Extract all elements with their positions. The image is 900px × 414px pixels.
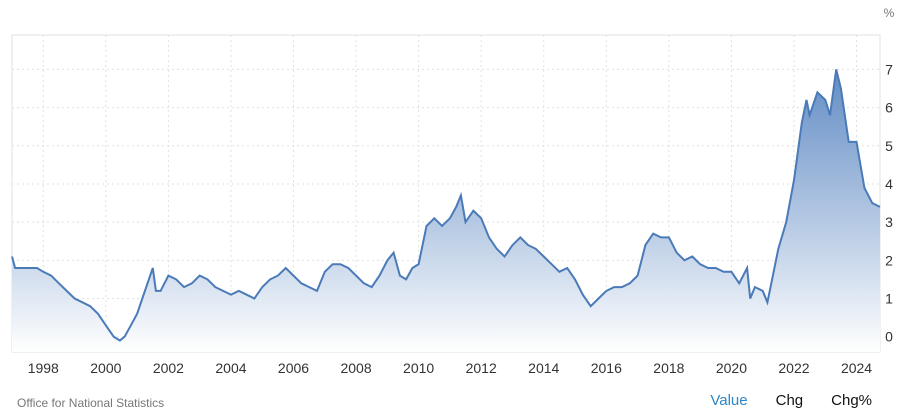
- view-tabs: Value Chg Chg%: [710, 392, 872, 409]
- tab-chg[interactable]: Chg: [775, 392, 804, 409]
- chart-footer: Office for National Statistics Value Chg…: [0, 392, 900, 414]
- y-tick-label: 4: [885, 176, 893, 192]
- y-tick-label: 5: [885, 138, 893, 154]
- x-axis-ticks: 1998 2000 2002 2004 2006 2008 2010 2012 2014 2016…: [28, 360, 873, 376]
- tab-chg-pct[interactable]: Chg%: [831, 392, 872, 409]
- x-tick-label: 2008: [340, 360, 371, 376]
- x-tick-label: 2010: [403, 360, 434, 376]
- tab-value[interactable]: Value: [710, 392, 748, 409]
- unit-label: %: [884, 6, 895, 20]
- x-tick-label: 2004: [215, 360, 246, 376]
- x-tick-label: 2024: [841, 360, 872, 376]
- y-axis-ticks: 0 1 2 3 4 5 6 7: [885, 61, 893, 344]
- y-tick-label: 2: [885, 252, 893, 268]
- chart: 1998 2000 2002 2004 2006 2008 2010 2012 2014 2016…: [11, 6, 895, 376]
- x-tick-label: 2016: [591, 360, 622, 376]
- x-tick-label: 2022: [778, 360, 809, 376]
- x-tick-label: 2000: [90, 360, 121, 376]
- y-tick-label: 7: [885, 61, 893, 77]
- x-tick-label: 2014: [528, 360, 559, 376]
- y-tick-label: 3: [885, 214, 893, 230]
- y-tick-label: 0: [885, 329, 893, 345]
- series-line: [11, 69, 881, 342]
- x-tick-label: 2020: [716, 360, 747, 376]
- x-tick-label: 2012: [466, 360, 497, 376]
- x-tick-label: 2006: [278, 360, 309, 376]
- series-area-fill: [12, 69, 880, 353]
- x-tick-label: 2002: [153, 360, 184, 376]
- source-label: Office for National Statistics: [17, 396, 165, 410]
- x-tick-label: 1998: [28, 360, 59, 376]
- y-tick-label: 1: [885, 291, 893, 307]
- x-tick-label: 2018: [653, 360, 684, 376]
- y-tick-label: 6: [885, 100, 893, 116]
